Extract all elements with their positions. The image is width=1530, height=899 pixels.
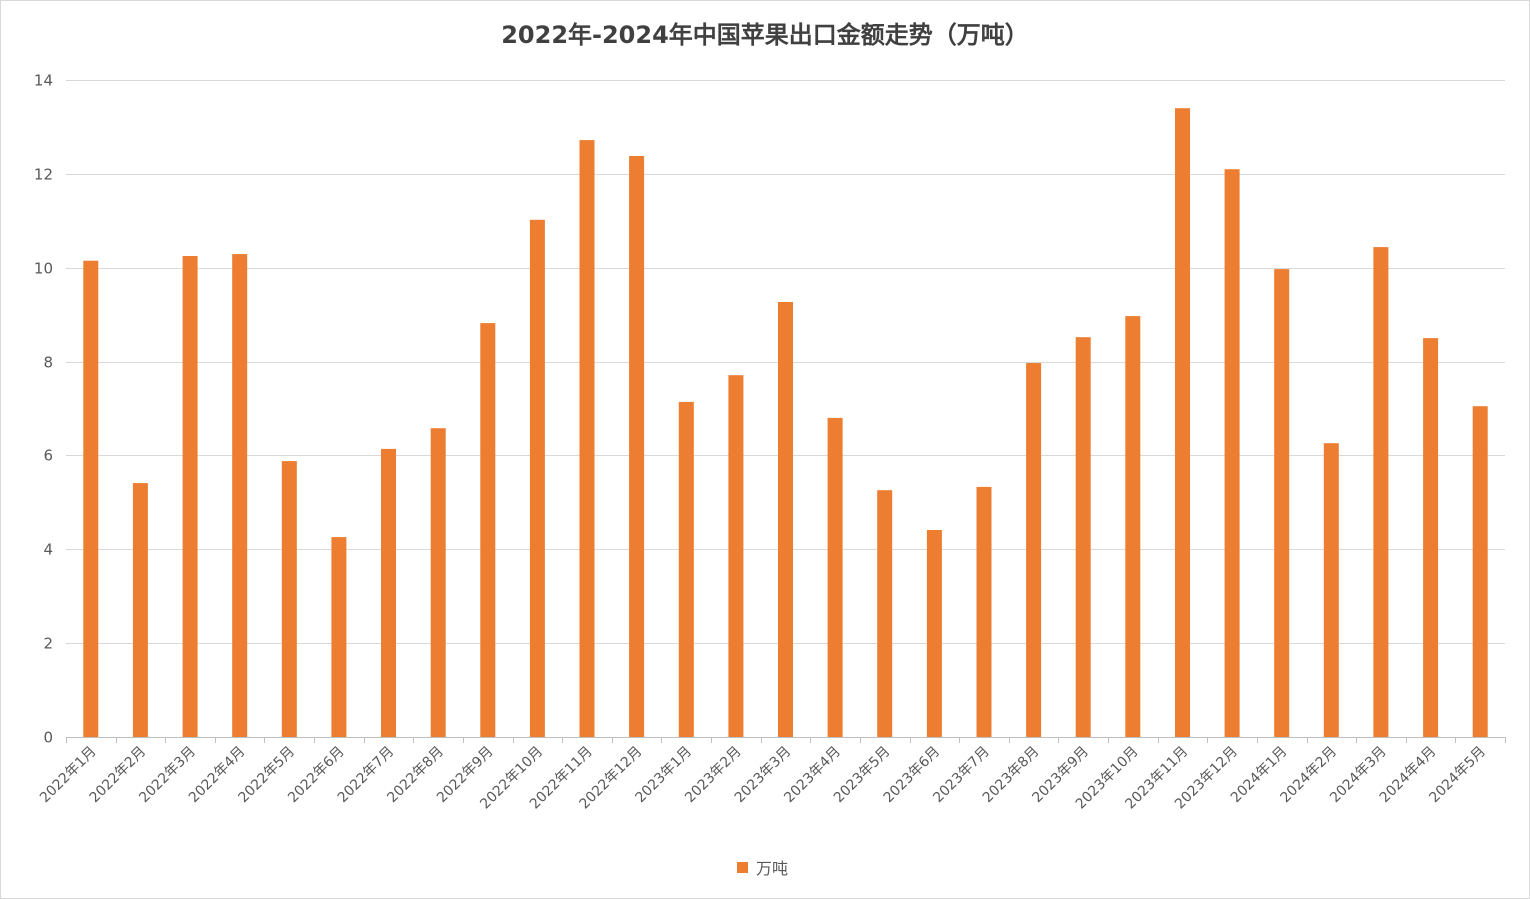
bar-17 bbox=[926, 530, 942, 737]
bar-11 bbox=[629, 156, 645, 737]
y-tick-label: 12 bbox=[34, 166, 53, 184]
bar-9 bbox=[529, 219, 545, 738]
legend-swatch bbox=[737, 862, 748, 873]
bar-21 bbox=[1125, 316, 1141, 737]
legend: 万吨 bbox=[737, 859, 788, 878]
bar-0 bbox=[83, 260, 99, 737]
bar-18 bbox=[976, 486, 992, 737]
bar-6 bbox=[381, 448, 396, 737]
bar-3 bbox=[232, 254, 248, 737]
bar-27 bbox=[1423, 338, 1439, 737]
bar-4 bbox=[281, 461, 297, 737]
bar-15 bbox=[827, 417, 843, 737]
bar-23 bbox=[1224, 169, 1240, 737]
bar-20 bbox=[1075, 337, 1091, 737]
y-tick-label: 8 bbox=[43, 354, 53, 372]
y-tick-label: 2 bbox=[43, 635, 53, 653]
y-axis-labels: 0 2 4 6 8 10 12 14 bbox=[34, 72, 53, 747]
bar-13 bbox=[728, 375, 744, 737]
bar-19 bbox=[1026, 363, 1042, 737]
y-tick-label: 6 bbox=[43, 447, 53, 465]
bar-24 bbox=[1274, 269, 1290, 737]
bar-1 bbox=[132, 483, 148, 737]
chart-title: 2022年-2024年中国苹果出口金额走势（万吨） bbox=[501, 21, 1029, 49]
bar-2 bbox=[182, 256, 198, 737]
bars bbox=[83, 108, 1488, 738]
bar-16 bbox=[877, 490, 893, 737]
x-axis-tick-marks bbox=[66, 737, 1506, 743]
y-tick-label: 4 bbox=[43, 541, 53, 559]
bar-28 bbox=[1472, 406, 1488, 737]
bar-8 bbox=[480, 323, 496, 737]
bar-7 bbox=[430, 428, 446, 737]
bar-26 bbox=[1373, 247, 1389, 737]
bar-5 bbox=[331, 537, 347, 737]
legend-label: 万吨 bbox=[756, 859, 788, 878]
y-tick-label: 14 bbox=[34, 72, 53, 90]
bar-12 bbox=[678, 401, 694, 737]
bar-14 bbox=[778, 302, 793, 737]
bar-25 bbox=[1323, 443, 1339, 737]
y-tick-label: 0 bbox=[43, 729, 53, 747]
gridlines bbox=[66, 80, 1505, 644]
bar-22 bbox=[1175, 108, 1190, 737]
bar-10 bbox=[579, 140, 595, 738]
y-tick-label: 10 bbox=[34, 260, 53, 278]
